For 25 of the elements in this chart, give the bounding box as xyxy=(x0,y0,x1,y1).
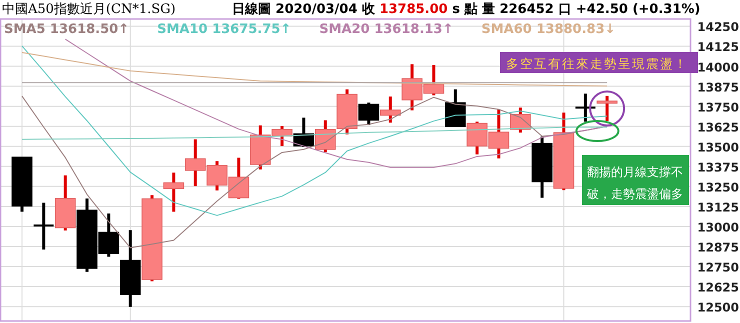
text: SMA60 13880.83↓ xyxy=(481,22,616,37)
y-tick-label: 13000 xyxy=(697,220,739,234)
y-tick-label: 14125 xyxy=(697,40,739,54)
chart-title: 中國A50指數近月(CN*1.SG) xyxy=(2,2,176,17)
y-tick-label: 14000 xyxy=(697,60,739,74)
annotation: 多空互有往來走勢呈現震盪！ xyxy=(506,56,688,71)
y-tick-label: 13125 xyxy=(697,200,739,214)
text: SMA10 13675.75↑ xyxy=(157,22,292,37)
y-tick-label: 13625 xyxy=(697,120,739,134)
text: 日線圖 2020/03/04 收 13785.00 s 點 量 226452 口 +42.50 (+0.31%) xyxy=(232,2,700,17)
y-tick-label: 13250 xyxy=(697,180,739,194)
y-tick-label: 13875 xyxy=(697,80,739,94)
text: SMA20 13618.13↑ xyxy=(319,22,454,37)
y-tick-label: 13750 xyxy=(697,100,739,114)
y-tick-label: 12500 xyxy=(697,300,739,315)
text: SMA5 13618.50↑ xyxy=(4,22,130,37)
annotation: 多空互有往來走勢呈現震盪！ xyxy=(500,52,698,73)
y-tick-label: 13500 xyxy=(697,140,739,154)
annotation: 翻揚的月線支撐不破，走勢震盪偏多 xyxy=(582,155,689,205)
y-tick-label: 12750 xyxy=(697,260,739,275)
y-tick-label: 12875 xyxy=(697,240,739,254)
y-tick-label: 12625 xyxy=(697,280,739,295)
annotation: 翻揚的月線支撐不破，走勢震盪偏多 xyxy=(586,165,683,201)
y-tick-label: 13375 xyxy=(697,160,739,174)
y-tick-label: 14250 xyxy=(697,20,739,34)
